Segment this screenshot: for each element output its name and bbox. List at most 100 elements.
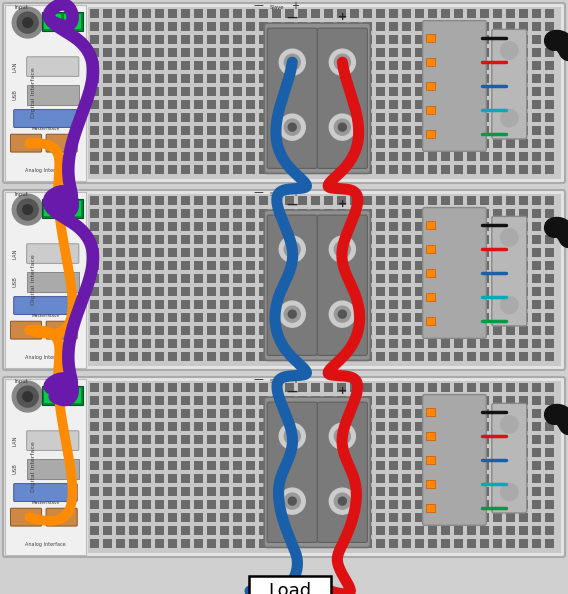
Bar xyxy=(233,313,242,322)
Bar xyxy=(155,287,164,296)
Bar xyxy=(259,139,268,148)
Bar xyxy=(337,326,346,335)
Text: —: — xyxy=(254,375,264,384)
Bar xyxy=(259,448,268,457)
Bar xyxy=(389,165,398,174)
Text: Slave: Slave xyxy=(269,5,284,10)
Bar xyxy=(220,300,229,309)
Bar xyxy=(545,113,554,122)
Bar xyxy=(467,513,476,522)
Bar xyxy=(233,500,242,509)
Bar xyxy=(350,435,359,444)
Bar xyxy=(285,222,294,231)
Bar xyxy=(324,261,333,270)
Circle shape xyxy=(284,119,300,135)
Circle shape xyxy=(329,301,356,327)
Bar xyxy=(155,313,164,322)
Bar xyxy=(493,300,502,309)
Bar xyxy=(337,513,346,522)
Bar xyxy=(233,248,242,257)
Bar xyxy=(376,152,385,161)
Bar xyxy=(350,113,359,122)
Bar xyxy=(103,287,112,296)
Bar xyxy=(480,9,489,18)
Bar xyxy=(493,500,502,509)
Bar xyxy=(259,152,268,161)
Bar xyxy=(532,448,541,457)
Text: LAN: LAN xyxy=(12,248,17,259)
Bar xyxy=(545,422,554,431)
Bar xyxy=(233,126,242,135)
Bar xyxy=(337,152,346,161)
Bar xyxy=(220,152,229,161)
Bar xyxy=(311,287,320,296)
Bar xyxy=(350,396,359,405)
Bar xyxy=(155,222,164,231)
Bar xyxy=(545,326,554,335)
Text: Master/Slave: Master/Slave xyxy=(31,314,60,318)
Bar xyxy=(103,409,112,418)
Bar xyxy=(350,461,359,470)
Bar xyxy=(532,422,541,431)
Bar xyxy=(233,300,242,309)
Bar xyxy=(389,352,398,361)
Bar xyxy=(506,100,515,109)
Bar xyxy=(181,196,190,205)
Bar xyxy=(103,209,112,218)
Bar xyxy=(441,61,450,70)
Bar xyxy=(90,35,99,44)
Bar xyxy=(467,313,476,322)
Circle shape xyxy=(335,306,350,322)
Bar xyxy=(493,48,502,57)
Bar xyxy=(272,126,281,135)
Bar xyxy=(532,461,541,470)
Text: Digital Interface: Digital Interface xyxy=(31,441,36,492)
Bar xyxy=(142,539,151,548)
Bar xyxy=(324,422,333,431)
Bar xyxy=(298,539,307,548)
Bar xyxy=(311,339,320,348)
Bar xyxy=(272,196,281,205)
Bar xyxy=(350,35,359,44)
Bar xyxy=(207,222,216,231)
Bar xyxy=(454,313,463,322)
Bar xyxy=(441,235,450,244)
Bar xyxy=(441,74,450,83)
Bar xyxy=(363,261,372,270)
Bar xyxy=(480,461,489,470)
Bar xyxy=(389,235,398,244)
Bar xyxy=(519,500,528,509)
Bar xyxy=(181,500,190,509)
Bar xyxy=(363,61,372,70)
Bar xyxy=(298,126,307,135)
Bar xyxy=(220,383,229,392)
Bar xyxy=(402,500,411,509)
Bar xyxy=(350,248,359,257)
Bar xyxy=(519,383,528,392)
Bar xyxy=(207,300,216,309)
Bar xyxy=(246,313,255,322)
Bar xyxy=(428,22,437,31)
Bar xyxy=(493,22,502,31)
Bar xyxy=(142,100,151,109)
Bar xyxy=(129,422,138,431)
Bar xyxy=(155,500,164,509)
Bar xyxy=(259,48,268,57)
Bar xyxy=(129,196,138,205)
Bar xyxy=(168,513,177,522)
Bar xyxy=(181,383,190,392)
Bar xyxy=(207,139,216,148)
Bar xyxy=(337,474,346,483)
Bar xyxy=(415,326,424,335)
Bar xyxy=(324,113,333,122)
Bar xyxy=(480,152,489,161)
Bar xyxy=(90,48,99,57)
Bar xyxy=(90,474,99,483)
Bar xyxy=(246,300,255,309)
Circle shape xyxy=(288,245,296,253)
Bar xyxy=(519,139,528,148)
Bar xyxy=(363,500,372,509)
Circle shape xyxy=(284,428,300,444)
Bar xyxy=(194,539,203,548)
Bar xyxy=(155,209,164,218)
